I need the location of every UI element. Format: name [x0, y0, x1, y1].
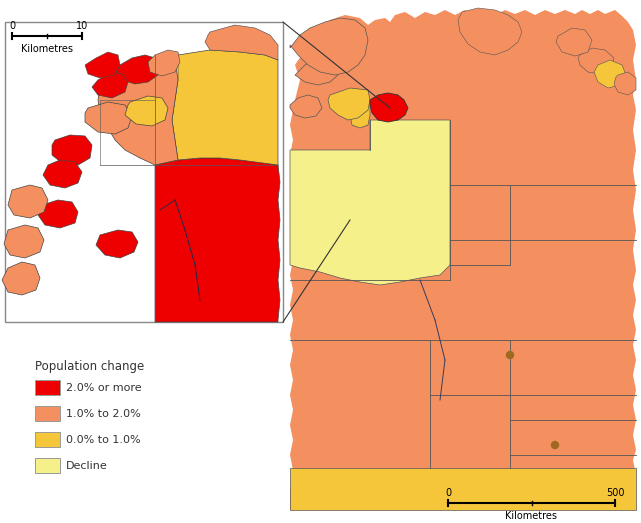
Polygon shape — [458, 8, 522, 55]
Polygon shape — [8, 185, 48, 218]
Text: 10: 10 — [76, 21, 88, 31]
Bar — [35, 458, 60, 473]
Polygon shape — [4, 225, 44, 258]
Text: 1.0% to 2.0%: 1.0% to 2.0% — [66, 409, 141, 419]
Polygon shape — [295, 55, 340, 85]
Polygon shape — [116, 55, 160, 84]
Polygon shape — [290, 95, 322, 118]
Circle shape — [551, 441, 558, 449]
Text: Decline: Decline — [66, 461, 108, 471]
Bar — [35, 406, 60, 421]
Polygon shape — [370, 93, 408, 122]
Polygon shape — [205, 25, 278, 60]
Polygon shape — [96, 230, 138, 258]
Polygon shape — [328, 88, 370, 120]
Polygon shape — [556, 28, 592, 56]
Polygon shape — [52, 135, 92, 165]
Polygon shape — [290, 120, 450, 285]
Text: Population change: Population change — [35, 360, 144, 373]
Polygon shape — [614, 72, 636, 95]
Polygon shape — [98, 60, 178, 165]
Polygon shape — [85, 102, 132, 134]
Polygon shape — [290, 468, 636, 510]
Bar — [5, 22, 283, 322]
Polygon shape — [172, 50, 278, 165]
Text: 0: 0 — [9, 21, 15, 31]
Polygon shape — [2, 262, 40, 295]
Polygon shape — [594, 60, 626, 88]
Polygon shape — [85, 52, 120, 78]
Text: Kilometres: Kilometres — [21, 44, 73, 54]
Text: 0.0% to 1.0%: 0.0% to 1.0% — [66, 435, 140, 445]
Polygon shape — [38, 200, 78, 228]
Polygon shape — [155, 158, 280, 322]
Circle shape — [506, 351, 513, 358]
Bar — [35, 432, 60, 447]
Polygon shape — [290, 18, 368, 75]
Polygon shape — [125, 96, 168, 126]
Text: 2.0% or more: 2.0% or more — [66, 383, 142, 393]
Text: 0: 0 — [445, 488, 451, 498]
Text: 500: 500 — [606, 488, 624, 498]
Polygon shape — [148, 50, 180, 76]
Polygon shape — [350, 100, 370, 128]
Polygon shape — [290, 10, 636, 510]
Polygon shape — [92, 72, 128, 98]
Text: Kilometres: Kilometres — [506, 511, 558, 521]
Polygon shape — [43, 160, 82, 188]
Bar — [35, 380, 60, 395]
Polygon shape — [578, 48, 614, 74]
